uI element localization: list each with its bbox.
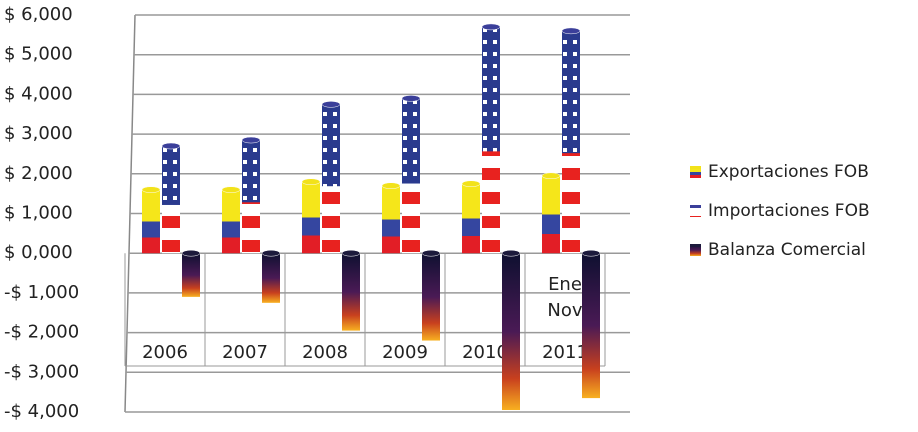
y-tick-label: $ 4,000: [4, 83, 73, 104]
bar-canton: [482, 26, 500, 152]
y-tick-label: $ 3,000: [4, 123, 73, 144]
bar-canton: [402, 98, 420, 184]
bar: [382, 185, 400, 254]
legend-label: Exportaciones FOB: [708, 162, 869, 182]
bar: [462, 183, 480, 254]
bar-canton: [162, 146, 180, 205]
x-tick-label: 2007: [222, 342, 268, 363]
x-tick-label: 2008: [302, 342, 348, 363]
bar: [422, 253, 440, 341]
legend-swatch-accent: [690, 166, 701, 169]
bar-cap: [301, 178, 321, 185]
bar-cap: [481, 23, 501, 31]
legend-swatch-accent: [690, 244, 701, 247]
y-tick-label: $ 2,000: [4, 163, 73, 184]
x-tick-label: 2011: [542, 342, 588, 363]
bar-cap: [161, 142, 181, 150]
bar-cap: [321, 101, 341, 108]
bar-cap: [461, 180, 481, 187]
bar-cap: [381, 182, 401, 189]
x-tick-label: 2009: [382, 342, 428, 363]
bar-cap: [401, 95, 421, 102]
bar-canton: [242, 140, 260, 203]
annotation: Nov: [547, 300, 582, 321]
y-tick-label: $ 5,000: [4, 44, 73, 65]
bar-cap: [181, 249, 201, 257]
y-tick-label: -$ 2,000: [4, 322, 79, 343]
bar-canton: [322, 104, 340, 187]
bar: [262, 253, 280, 303]
bar: [302, 181, 320, 254]
bar: [582, 253, 600, 399]
bar-cap: [261, 249, 281, 257]
bar-cap: [421, 249, 441, 257]
legend-swatch: [690, 166, 701, 178]
bar: [142, 189, 160, 254]
bar-cap: [221, 186, 241, 193]
bar-cap: [141, 186, 161, 193]
bar-cap: [501, 249, 521, 257]
y-tick-label: -$ 1,000: [4, 282, 79, 303]
y-tick-label: $ 0,000: [4, 242, 73, 263]
y-tick-label: -$ 4,000: [4, 401, 79, 422]
x-tick-label: 2006: [142, 342, 188, 363]
bar-cap: [561, 27, 581, 35]
y-tick-label: $ 6,000: [4, 4, 73, 25]
legend-swatch: [690, 244, 701, 256]
bar: [502, 253, 520, 411]
legend-swatch-accent: [690, 205, 701, 208]
bar-cap: [341, 249, 361, 257]
y-tick-label: -$ 3,000: [4, 361, 79, 382]
bar-cap: [581, 249, 601, 257]
bar-cap: [541, 172, 561, 180]
legend-label: Importaciones FOB: [708, 201, 870, 221]
x-tick-label: 2010: [462, 342, 508, 363]
bar-canton: [562, 30, 580, 154]
legend-label: Balanza Comercial: [708, 240, 866, 260]
y-tick-label: $ 1,000: [4, 203, 73, 224]
bar: [182, 253, 200, 297]
legend-swatch: [690, 205, 701, 217]
bar: [222, 189, 240, 254]
bar: [542, 175, 560, 254]
annotation: Ene: [548, 274, 582, 295]
bar: [342, 253, 360, 331]
bar-cap: [241, 136, 261, 144]
